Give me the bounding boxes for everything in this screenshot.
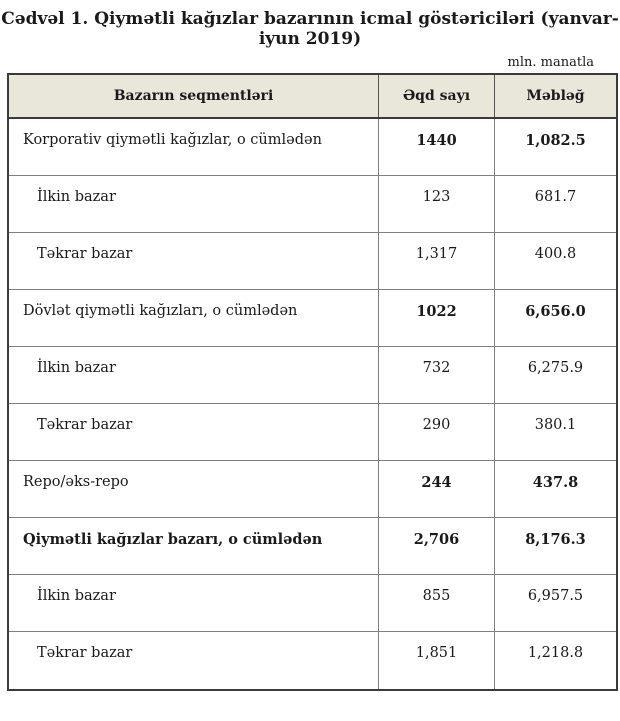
segment-label: İlkin bazar [9, 347, 379, 403]
table-row: Təkrar bazar 1,317 400.8 [9, 233, 616, 290]
amount-value: 8,176.3 [525, 531, 586, 548]
table-header-row: Bazarın seqmentləri Əqd sayı Məbləğ [9, 75, 616, 119]
deals-value: 1022 [379, 290, 495, 346]
deals-value: 732 [379, 347, 495, 403]
table-row: Qiymətli kağızlar bazarı, o cümlədən 2,7… [9, 518, 616, 575]
segment-label: Dövlət qiymətli kağızları, o cümlədən [9, 290, 379, 346]
amount-value: 1,082.5 [525, 132, 586, 149]
amount-value: 437.8 [532, 474, 579, 491]
segment-label: Korporativ qiymətli kağızlar, o cümlədən [9, 119, 379, 175]
amount-value: 6,656.0 [525, 303, 586, 320]
table-row: Dövlət qiymətli kağızları, o cümlədən 10… [9, 290, 616, 347]
deals-value: 244 [379, 461, 495, 517]
securities-market-table: Bazarın seqmentləri Əqd sayı Məbləğ Korp… [7, 73, 618, 691]
table-row: Repo/əks-repo 244 437.8 [9, 461, 616, 518]
table-row: İlkin bazar 732 6,275.9 [9, 347, 616, 404]
table-row: İlkin bazar 123 681.7 [9, 176, 616, 233]
deals-value: 1440 [379, 119, 495, 175]
table-row: Korporativ qiymətli kağızlar, o cümlədən… [9, 119, 616, 176]
segment-label: İlkin bazar [9, 176, 379, 232]
segment-label: Təkrar bazar [9, 404, 379, 460]
table-title: Cədvəl 1. Qiymətli kağızlar bazarının ic… [1, 9, 619, 49]
column-header-segments: Bazarın seqmentləri [9, 75, 379, 117]
deals-value: 1,851 [379, 632, 495, 689]
deals-value: 1,317 [379, 233, 495, 289]
table-row: Təkrar bazar 290 380.1 [9, 404, 616, 461]
deals-value: 290 [379, 404, 495, 460]
amount-value: 1,218.8 [527, 645, 584, 661]
table-body: Korporativ qiymətli kağızlar, o cümlədən… [9, 119, 616, 689]
table-row: Təkrar bazar 1,851 1,218.8 [9, 632, 616, 689]
column-header-deal-count: Əqd sayı [379, 75, 495, 117]
deals-value: 2,706 [379, 518, 495, 574]
deals-value: 855 [379, 575, 495, 631]
segment-label: Təkrar bazar [9, 632, 379, 689]
column-header-amount: Məbləğ [526, 88, 585, 104]
table-row: İlkin bazar 855 6,957.5 [9, 575, 616, 632]
unit-note: mln. manatla [507, 55, 594, 70]
amount-value: 6,957.5 [527, 588, 584, 604]
amount-value: 380.1 [534, 417, 577, 433]
segment-label: İlkin bazar [9, 575, 379, 631]
segment-label: Təkrar bazar [9, 233, 379, 289]
amount-value: 6,275.9 [527, 360, 584, 376]
segment-label: Qiymətli kağızlar bazarı, o cümlədən [9, 518, 379, 574]
deals-value: 123 [379, 176, 495, 232]
amount-value: 400.8 [534, 246, 577, 262]
amount-value: 681.7 [534, 189, 577, 205]
segment-label: Repo/əks-repo [9, 461, 379, 517]
